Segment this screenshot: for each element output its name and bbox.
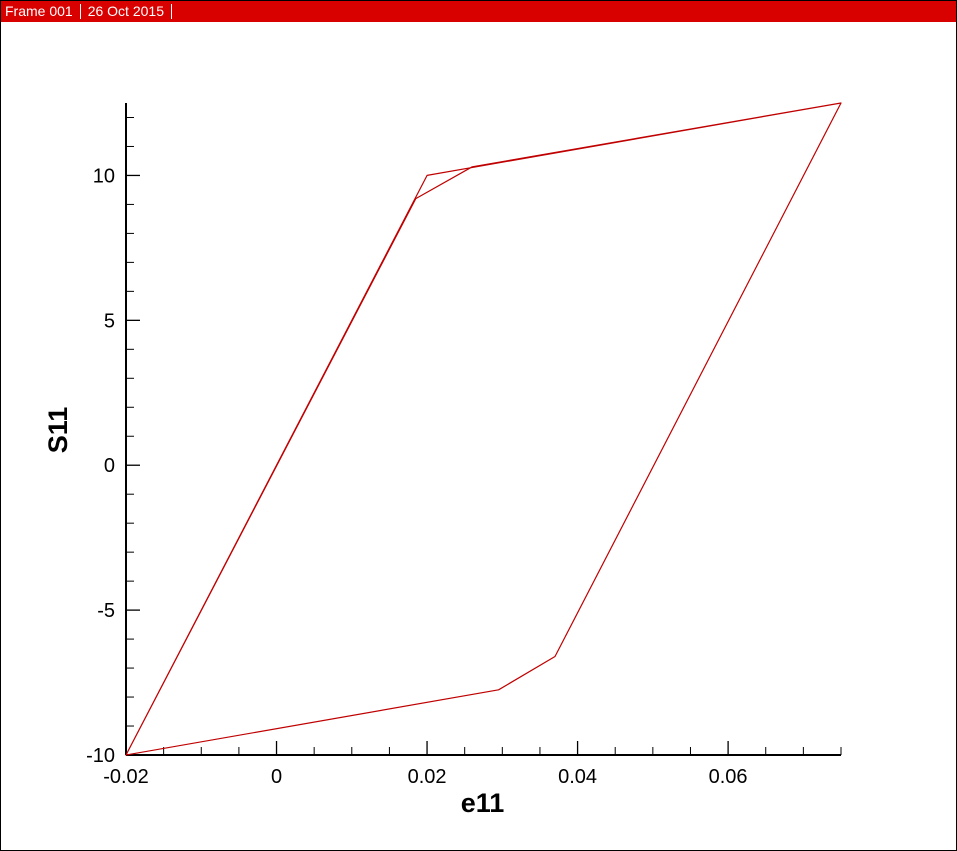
- frame-label: Frame 001: [1, 4, 81, 19]
- y-tick-label: 0: [104, 455, 115, 477]
- axes-group: [125, 103, 841, 756]
- x-tick-label: 0.04: [558, 766, 597, 788]
- ticks-group: [125, 116, 842, 756]
- x-tick-label: 0.02: [408, 766, 447, 788]
- x-tick-label: 0.06: [709, 766, 748, 788]
- y-tick-label: -5: [97, 600, 115, 622]
- x-tick-label: -0.02: [103, 766, 149, 788]
- series-group: [125, 102, 842, 756]
- y-tick-label: 10: [93, 165, 115, 187]
- y-axis-title: S11: [43, 407, 73, 454]
- frame-header: Frame 001 26 Oct 2015: [1, 1, 956, 22]
- x-tick-label: 0: [271, 766, 282, 788]
- series-line-0: [125, 102, 842, 756]
- tick-labels-group: -0.02 0 0.02 0.04 0.06 -10 -5 0 5 10: [86, 165, 747, 788]
- y-tick-label: -10: [86, 745, 115, 767]
- y-tick-label: 5: [104, 310, 115, 332]
- frame-date: 26 Oct 2015: [81, 4, 172, 19]
- x-axis-title: e11: [461, 788, 505, 818]
